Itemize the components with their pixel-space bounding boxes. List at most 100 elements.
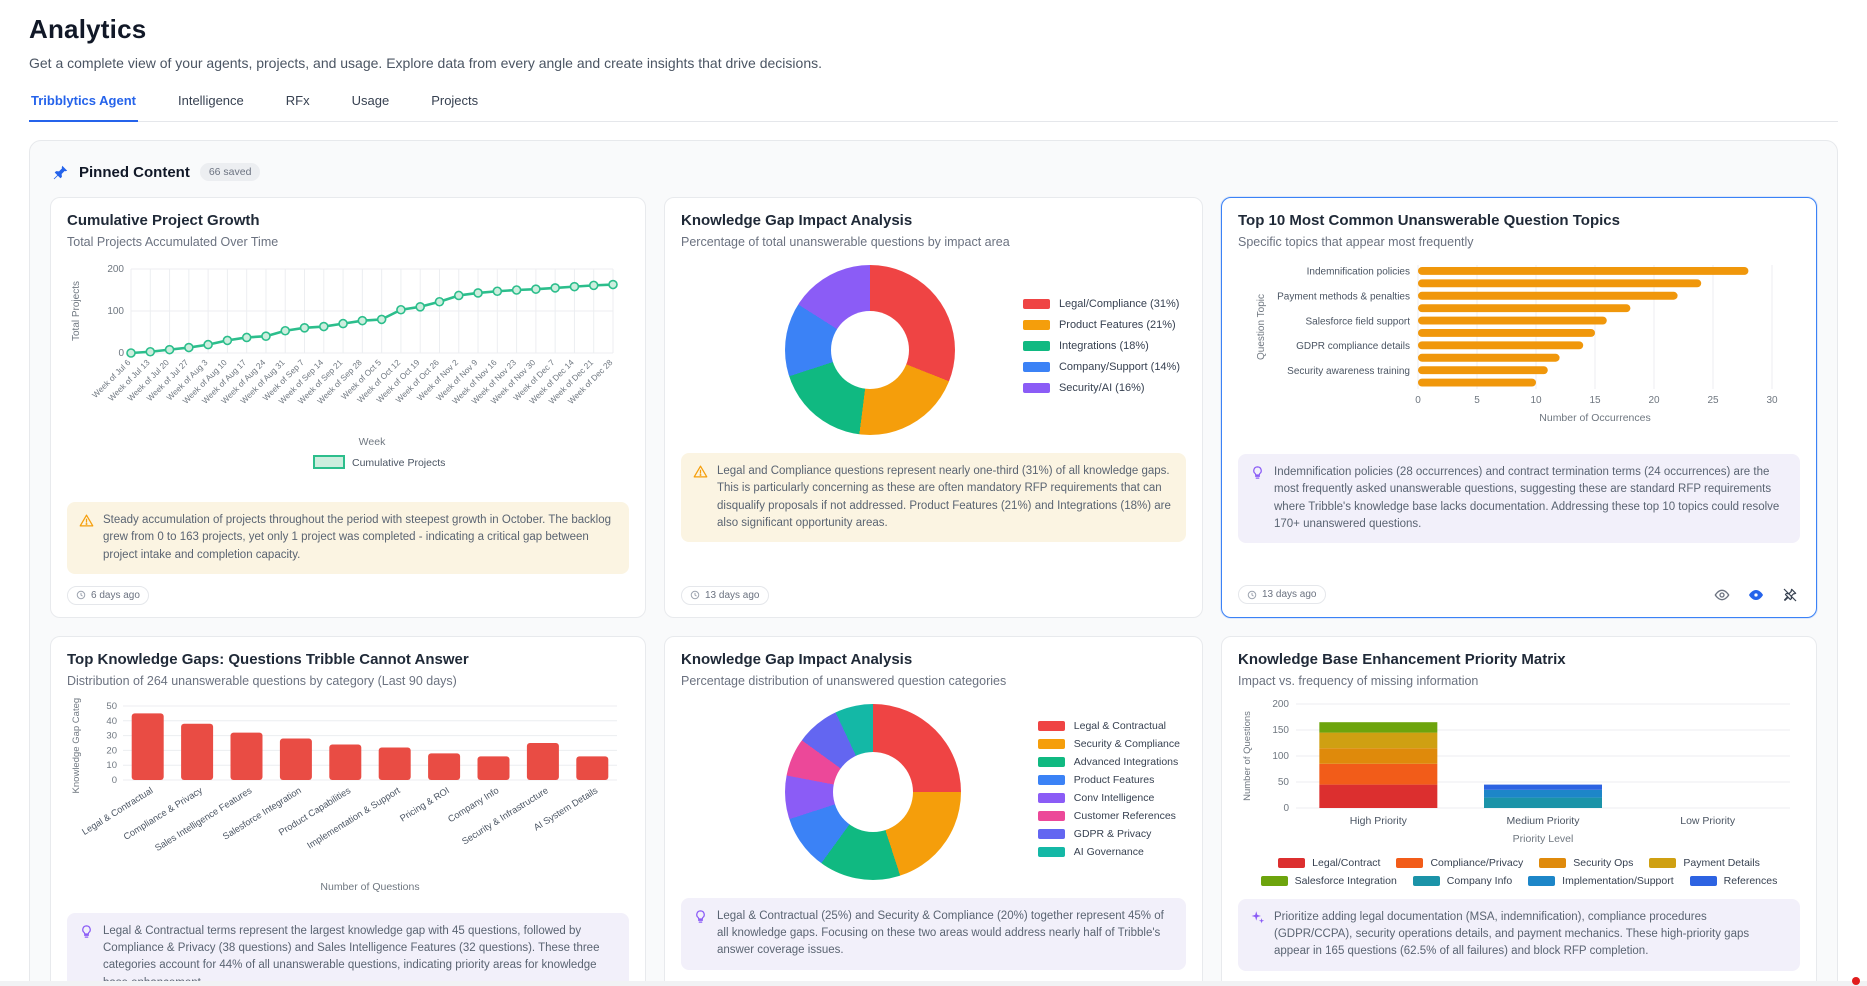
age-badge: 13 days ago (1238, 585, 1326, 605)
data-point (164, 344, 175, 355)
donut-hole (833, 751, 913, 832)
legend-label: Integrations (18%) (1058, 339, 1149, 352)
data-point (569, 281, 580, 292)
insight-box: Indemnification policies (28 occurrences… (1238, 454, 1800, 543)
legend-swatch (1037, 846, 1065, 857)
donut-legend: Legal & Contractual Security & Compliance… (1037, 720, 1180, 864)
bar (1418, 341, 1584, 350)
svg-text:20: 20 (1648, 395, 1660, 406)
bar (1418, 304, 1631, 313)
legend-item: Legal/Compliance (31%) (1022, 298, 1180, 310)
legend-swatch (1278, 857, 1306, 868)
bar-segment (1484, 784, 1602, 790)
bar (1418, 291, 1678, 300)
data-point (184, 342, 194, 353)
bar-segment (1319, 732, 1438, 748)
card-subtitle: Specific topics that appear most frequen… (1238, 235, 1474, 249)
tab-projects[interactable]: Projects (431, 93, 479, 108)
data-point (261, 331, 271, 341)
legend-label: Cumulative Projects (352, 457, 445, 469)
data-point (492, 286, 503, 297)
legend-swatch (1022, 298, 1050, 309)
pinned-cards-grid: Cumulative Project Growth Total Projects… (50, 197, 1817, 986)
bar (1418, 329, 1595, 337)
legend-item: Advanced Integrations (1037, 755, 1180, 768)
svg-text:200: 200 (1272, 699, 1289, 710)
legend-label: Conv Intelligence (1073, 791, 1155, 804)
tab-intelligence[interactable]: Intelligence (177, 93, 244, 108)
legend-label: Implementation/Support (1562, 874, 1674, 887)
bar (428, 753, 461, 780)
card-top-knowledge-gaps[interactable]: Top Knowledge Gaps: Questions Tribble Ca… (50, 635, 646, 986)
eye-filled-icon[interactable] (1746, 585, 1766, 605)
legend-swatch (1689, 875, 1717, 886)
card-subtitle: Percentage distribution of unanswered qu… (681, 673, 1007, 688)
bar (1418, 366, 1548, 375)
page-subtitle: Get a complete view of your agents, proj… (29, 55, 822, 71)
legend-item: Customer References (1037, 810, 1180, 822)
legend-label: Advanced Integrations (1073, 755, 1179, 768)
sparkles-icon (1251, 911, 1265, 924)
legend-item: Conv Intelligence (1037, 791, 1180, 804)
card-subtitle: Impact vs. frequency of missing informat… (1238, 673, 1479, 688)
card-title: Cumulative Project Growth (67, 212, 260, 229)
y-axis-label: Question Topic (1256, 294, 1267, 360)
stack-legend: Legal/Contract Compliance/Privacy Security… (1238, 857, 1800, 887)
legend-item: Compliance/Privacy (1396, 857, 1523, 869)
svg-text:40: 40 (106, 716, 117, 727)
donut-wrap: Legal & Contractual Security & Compliance… (681, 698, 1186, 886)
legend-item: Product Features (1037, 773, 1180, 786)
pinned-content-header: Pinned Content 66 saved (52, 163, 1817, 181)
card-knowledge-gap-impact-analysis[interactable]: Knowledge Gap Impact Analysis Percentage… (664, 197, 1203, 618)
insight-box: Legal and Compliance questions represent… (681, 453, 1186, 542)
bulb-icon (82, 925, 91, 938)
pin-off-icon[interactable] (1780, 585, 1800, 605)
age-text: 13 days ago (705, 589, 760, 601)
clock-icon (1247, 590, 1257, 599)
y-tick-label: Indemnification policies (1307, 267, 1410, 278)
donut-chart: Legal & Contractual Security & Compliance… (681, 698, 1186, 886)
data-point (241, 332, 252, 343)
legend-label: Product Features (21%) (1058, 318, 1176, 331)
donut (785, 703, 961, 880)
clock-icon (76, 591, 86, 600)
data-point (357, 315, 368, 326)
x-tick-label: Implementation & Support (305, 785, 402, 851)
bar (576, 756, 609, 780)
card-top-10-unanswerable-topics[interactable]: Top 10 Most Common Unanswerable Question… (1221, 197, 1817, 618)
bar (1418, 353, 1560, 362)
card-footer: 6 days ago (67, 574, 629, 605)
legend-swatch (1037, 738, 1065, 749)
tab-tribblytics-agent[interactable]: Tribblytics Agent (29, 93, 138, 122)
legend-item: Security Ops (1539, 857, 1633, 869)
data-point (318, 321, 329, 332)
legend-item: Company/Support (14%) (1022, 360, 1180, 373)
legend-label: Company/Support (14%) (1058, 360, 1180, 373)
bar (181, 723, 214, 780)
warning-icon (693, 465, 708, 478)
x-axis-label: Number of Questions (320, 881, 419, 893)
bar (1418, 267, 1749, 275)
legend-label: Product Features (1073, 773, 1155, 786)
svg-text:30: 30 (1766, 395, 1778, 406)
bar-segment (1484, 789, 1602, 798)
svg-text:0: 0 (118, 348, 124, 359)
svg-text:15: 15 (1589, 395, 1601, 406)
legend-swatch (1260, 875, 1288, 886)
tab-rfx[interactable]: RFx (285, 93, 310, 108)
legend-item: Security/AI (16%) (1022, 382, 1180, 394)
legend-item: Legal & Contractual (1037, 720, 1180, 732)
insight-text: Indemnification policies (28 occurrences… (1274, 466, 1780, 530)
card-cumulative-project-growth[interactable]: Cumulative Project Growth Total Projects… (50, 197, 646, 618)
card-priority-matrix[interactable]: Knowledge Base Enhancement Priority Matr… (1221, 635, 1817, 986)
x-axis-label: Week (359, 436, 386, 448)
warning-icon (79, 514, 94, 527)
y-tick-label: Security awareness training (1287, 366, 1410, 377)
card-knowledge-gap-impact-analysis-2[interactable]: Knowledge Gap Impact Analysis Percentage… (664, 635, 1203, 986)
insight-box: Steady accumulation of projects througho… (67, 502, 629, 574)
eye-icon[interactable] (1712, 585, 1732, 605)
horizontal-bar-chart: 0 5 10 15 20 25 30 Indemnification policies Paym… (1238, 259, 1800, 442)
tab-usage[interactable]: Usage (351, 93, 390, 108)
age-badge: 13 days ago (681, 585, 769, 605)
